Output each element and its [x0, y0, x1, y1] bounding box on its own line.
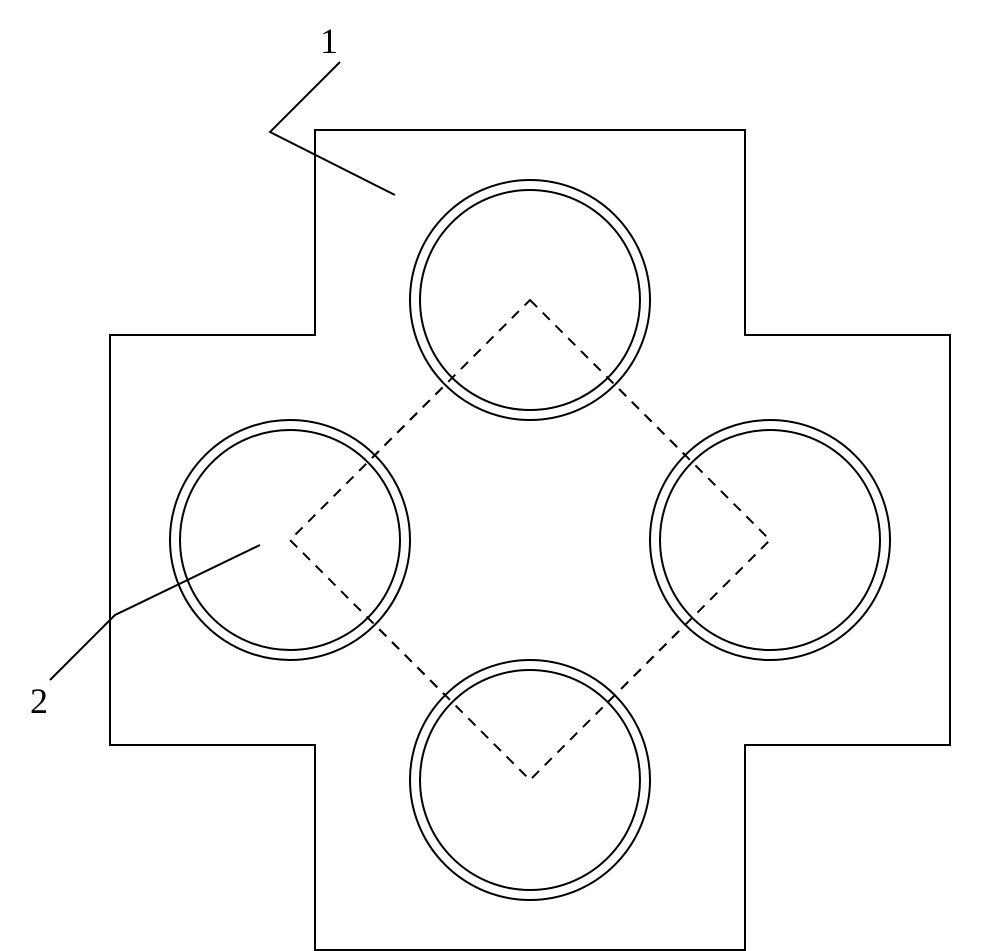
label-1: 1 — [320, 20, 338, 62]
label-2: 2 — [30, 680, 48, 722]
diagram-canvas — [0, 0, 1000, 951]
leader-line-1 — [270, 62, 395, 195]
